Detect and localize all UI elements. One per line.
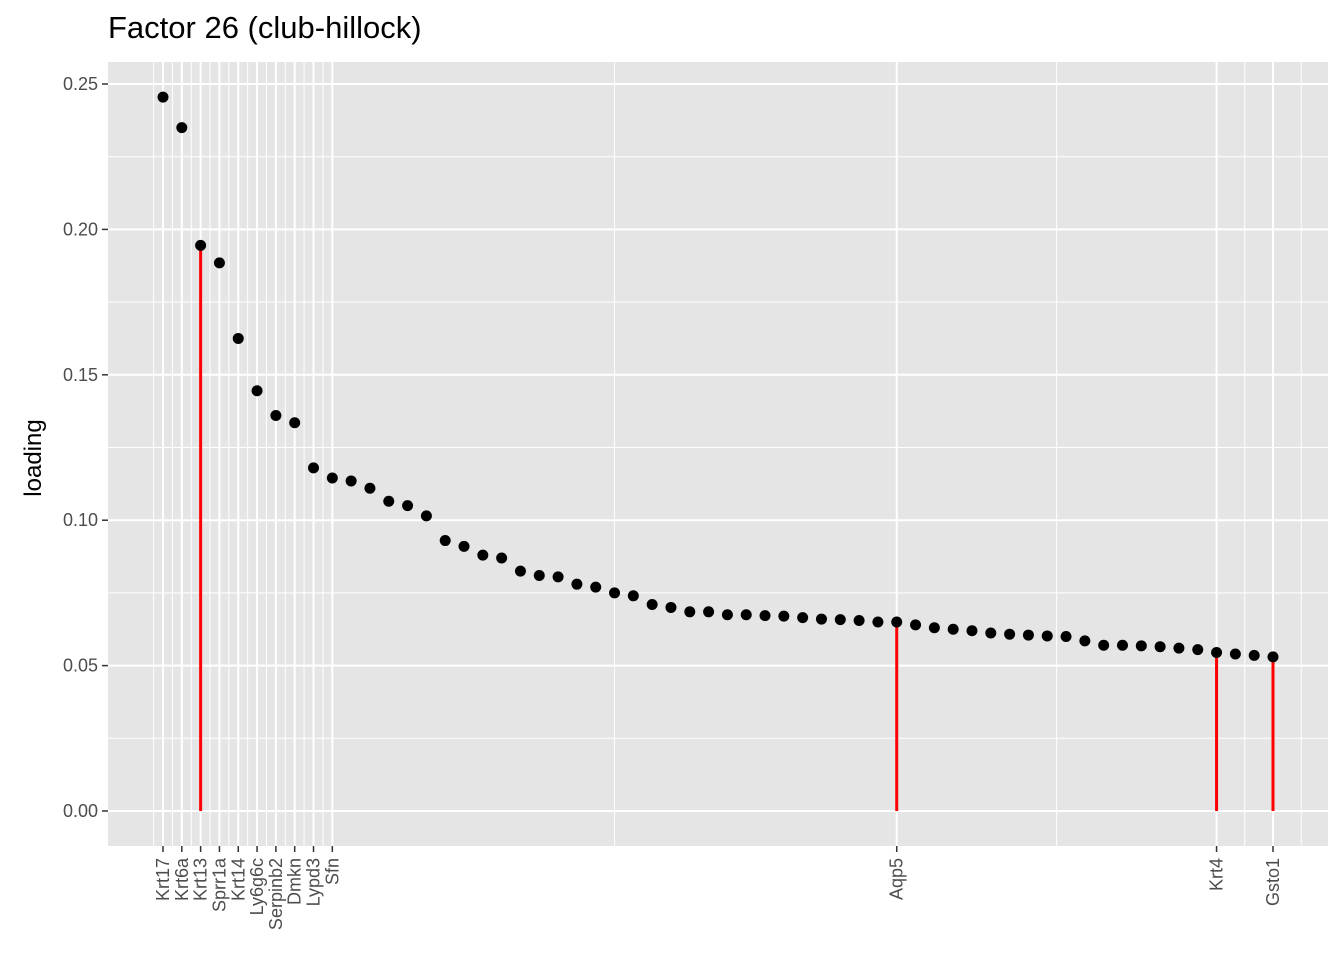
- data-point: [947, 623, 959, 635]
- data-point: [834, 614, 846, 626]
- data-point: [552, 571, 564, 583]
- data-point: [1229, 648, 1241, 660]
- data-point: [477, 549, 489, 561]
- data-point: [402, 500, 414, 512]
- y-tick-label: 0.05: [63, 656, 98, 676]
- y-tick-label: 0.00: [63, 801, 98, 821]
- data-point: [740, 609, 752, 621]
- x-tick-label: Krt17: [153, 858, 173, 901]
- data-point: [232, 332, 244, 344]
- x-tick-label: Dmkn: [285, 858, 305, 905]
- data-point: [270, 410, 282, 422]
- data-point: [985, 627, 997, 639]
- data-point: [213, 257, 225, 269]
- data-point: [1173, 642, 1185, 654]
- data-point: [571, 578, 583, 590]
- data-point: [458, 540, 470, 552]
- data-point: [778, 610, 790, 622]
- data-point: [1135, 640, 1147, 652]
- data-point: [1041, 630, 1053, 642]
- data-point: [364, 482, 376, 494]
- data-point: [1060, 631, 1072, 643]
- data-point: [195, 239, 207, 251]
- data-point: [289, 417, 301, 429]
- data-point: [345, 475, 357, 487]
- data-point: [420, 510, 432, 522]
- data-point: [665, 601, 677, 613]
- data-point: [1116, 639, 1128, 651]
- data-point: [1098, 639, 1110, 651]
- y-tick-label: 0.15: [63, 365, 98, 385]
- data-point: [684, 606, 696, 618]
- data-point: [514, 565, 526, 577]
- x-tick-label: Sprr1a: [209, 857, 229, 912]
- data-point: [627, 590, 639, 602]
- chart-title: Factor 26 (club-hillock): [108, 10, 422, 45]
- data-point: [815, 613, 827, 625]
- data-point: [383, 495, 395, 507]
- data-point: [533, 569, 545, 581]
- data-point: [853, 615, 865, 627]
- x-tick-label: Serpinb2: [266, 858, 286, 930]
- data-point: [966, 625, 978, 637]
- panel-background: [108, 62, 1328, 846]
- data-point: [1079, 635, 1091, 647]
- x-tick-label: Gsto1: [1263, 858, 1283, 906]
- data-point: [797, 612, 809, 624]
- data-point: [1004, 628, 1016, 640]
- data-point: [891, 616, 903, 628]
- y-tick-label: 0.25: [63, 74, 98, 94]
- data-point: [176, 122, 188, 134]
- data-point: [1022, 629, 1034, 641]
- data-point: [590, 581, 602, 593]
- data-point: [703, 606, 715, 618]
- data-point: [496, 552, 508, 564]
- x-tick-label: Aqp5: [887, 858, 907, 900]
- x-tick-label: Krt13: [191, 858, 211, 901]
- data-point: [326, 472, 338, 484]
- data-point: [759, 610, 771, 622]
- data-point: [251, 385, 263, 397]
- x-tick-label: Krt6a: [172, 857, 192, 901]
- data-point: [1192, 644, 1204, 656]
- data-point: [609, 587, 621, 599]
- y-tick-label: 0.20: [63, 219, 98, 239]
- data-point: [928, 622, 940, 634]
- y-tick-label: 0.10: [63, 510, 98, 530]
- x-tick-label: Krt14: [228, 858, 248, 901]
- x-tick-label: Sfn: [322, 858, 342, 885]
- data-point: [157, 91, 169, 103]
- x-tick-label: Krt4: [1207, 858, 1227, 891]
- x-tick-label: Ly6g6c: [247, 858, 267, 915]
- data-point: [1248, 649, 1260, 661]
- data-point: [1154, 641, 1166, 653]
- x-tick-label: Lypd3: [304, 858, 324, 906]
- data-point: [872, 616, 884, 628]
- data-point: [1267, 651, 1279, 663]
- data-point: [439, 535, 451, 547]
- data-point: [910, 619, 922, 631]
- data-point: [308, 462, 320, 474]
- data-point: [646, 599, 658, 611]
- data-point: [1211, 647, 1223, 659]
- data-point: [721, 609, 733, 621]
